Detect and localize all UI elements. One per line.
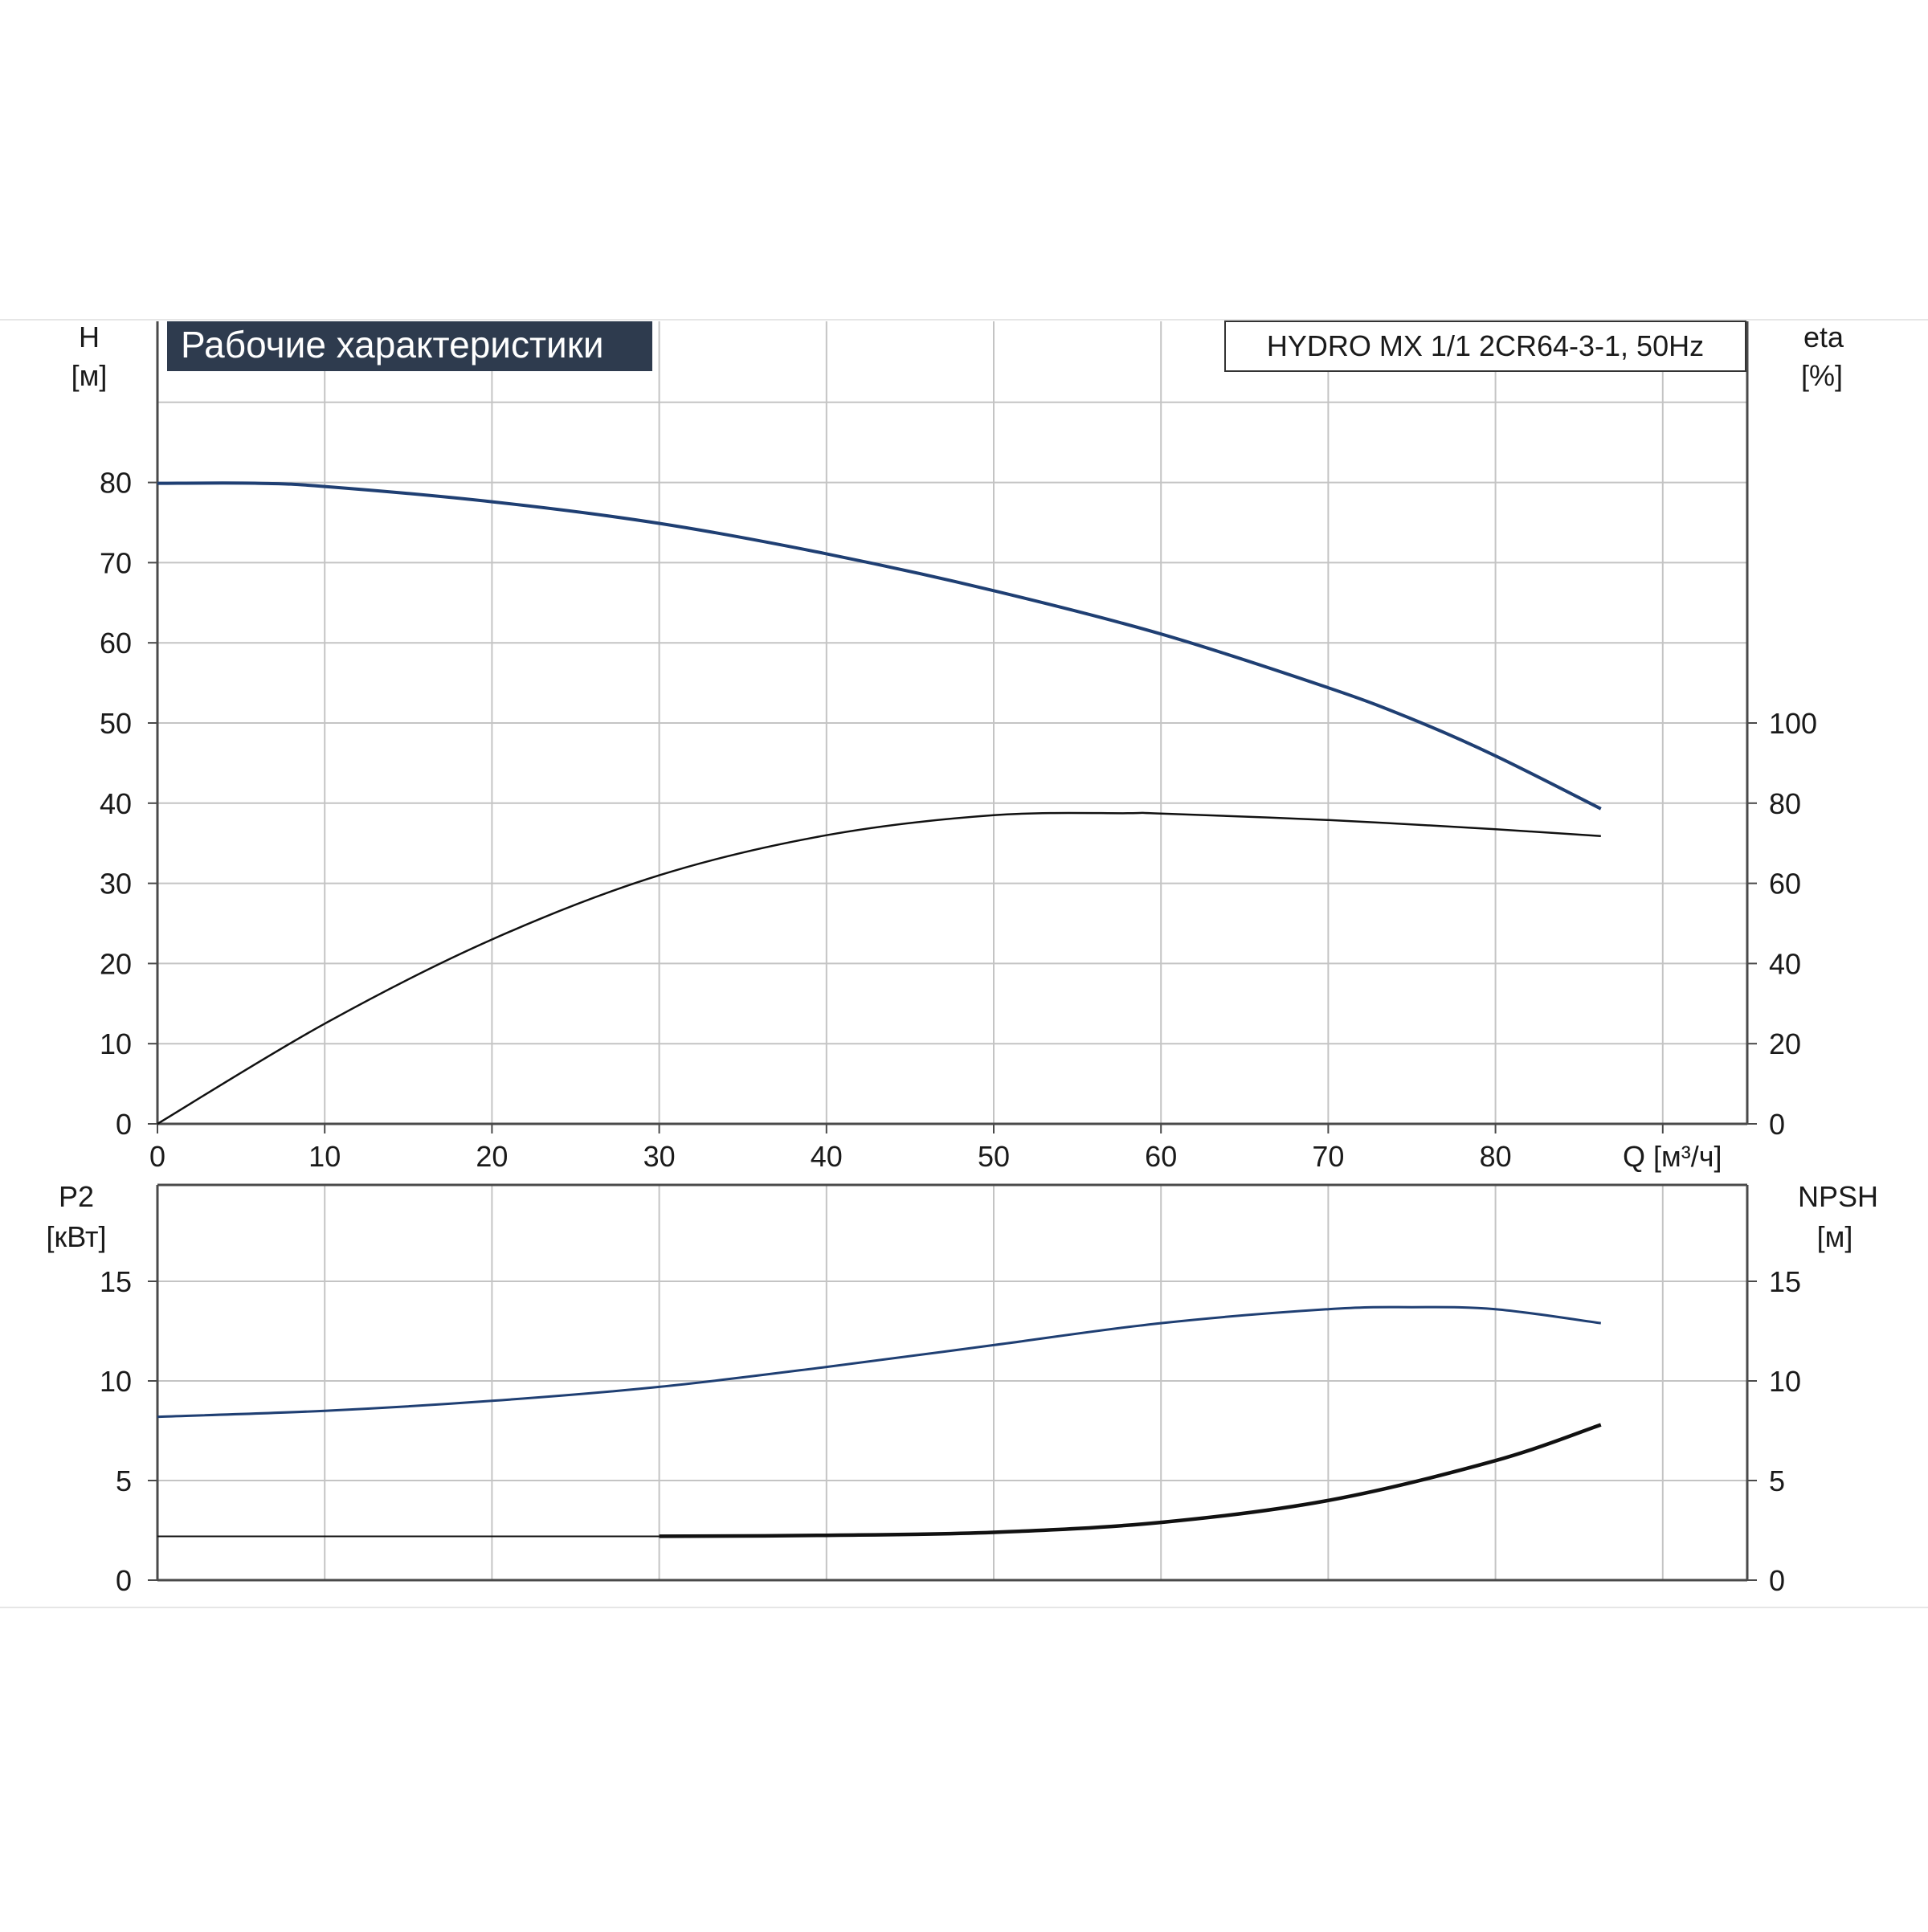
x-tick-label-10: 10 [308,1140,341,1173]
x-tick-label-50: 50 [978,1140,1010,1173]
x-tick-label-70: 70 [1312,1140,1344,1173]
p2-tick-label-5: 5 [116,1464,132,1497]
model-box [1224,321,1746,372]
upper-grid [157,321,1747,1124]
eta-tick-label-80: 80 [1769,787,1801,820]
x-tick-label-30: 30 [643,1140,676,1173]
npsh-label-line1: NPSH [1798,1180,1878,1213]
efficiency-curve [157,811,1601,1125]
lower-grid [157,1185,1747,1580]
model-label: HYDRO MX 1/1 2CR64-3-1, 50Hz [1267,329,1704,362]
x-tick-label-20: 20 [476,1140,508,1173]
lower-series [157,1305,1602,1538]
eta-tick-label-20: 20 [1769,1027,1801,1060]
x-tick-label-0: 0 [149,1140,165,1173]
h-tick-label-10: 10 [100,1027,132,1060]
upper-tick-labels: 0 10 20 30 40 50 60 70 80 0 10 20 30 40 50 60 70 80 0 20 40 6… [100,467,1817,1173]
h-tick-label-60: 60 [100,627,132,660]
chart-title: Рабочие характеристики [181,324,604,366]
h-tick-label-40: 40 [100,787,132,820]
eta-tick-label-0: 0 [1769,1108,1785,1141]
lower-tick-labels: 0 5 10 15 0 5 10 15 [100,1265,1801,1597]
eta-tick-label-100: 100 [1769,707,1817,740]
npsh-tick-label-5: 5 [1769,1464,1785,1497]
lower-panel: 0 5 10 15 0 5 10 15 P2 [кВт] NPSH [м] [46,1180,1878,1597]
upper-panel: 0 10 20 30 40 50 60 70 80 0 10 20 30 40 50 60 70 80 0 20 40 6… [71,321,1844,1173]
upper-series [157,481,1602,1125]
h-tick-label-50: 50 [100,707,132,740]
lower-axes [148,1183,1757,1582]
y-left-label-line2: [м] [71,359,108,392]
p2-label-line2: [кВт] [46,1220,106,1253]
npsh-tick-label-15: 15 [1769,1265,1801,1298]
y-right-label-line2: [%] [1801,359,1843,392]
p2-label-line1: P2 [59,1180,94,1213]
eta-tick-label-60: 60 [1769,868,1801,901]
npsh-label-line2: [м] [1817,1220,1853,1253]
p2-tick-label-0: 0 [116,1564,132,1597]
y-right-label-line1: eta [1803,321,1844,353]
upper-axes [148,321,1757,1133]
head-curve [157,481,1602,811]
eta-tick-label-40: 40 [1769,947,1801,980]
p2-tick-label-15: 15 [100,1265,132,1298]
x-tick-label-60: 60 [1145,1140,1177,1173]
h-tick-label-70: 70 [100,546,132,579]
p2-tick-label-10: 10 [100,1365,132,1398]
x-axis-label: Q [м³/ч] [1623,1140,1722,1173]
h-tick-label-20: 20 [100,947,132,980]
h-tick-label-0: 0 [116,1108,132,1141]
h-tick-label-80: 80 [100,467,132,500]
x-tick-label-40: 40 [811,1140,843,1173]
p2-power-curve [157,1305,1601,1419]
y-left-label-line1: H [79,321,100,353]
npsh-tick-label-10: 10 [1769,1365,1801,1398]
npsh-tick-label-0: 0 [1769,1564,1785,1597]
x-tick-label-80: 80 [1480,1140,1512,1173]
npsh-curve [659,1423,1602,1538]
h-tick-label-30: 30 [100,868,132,901]
title-box [167,321,652,371]
